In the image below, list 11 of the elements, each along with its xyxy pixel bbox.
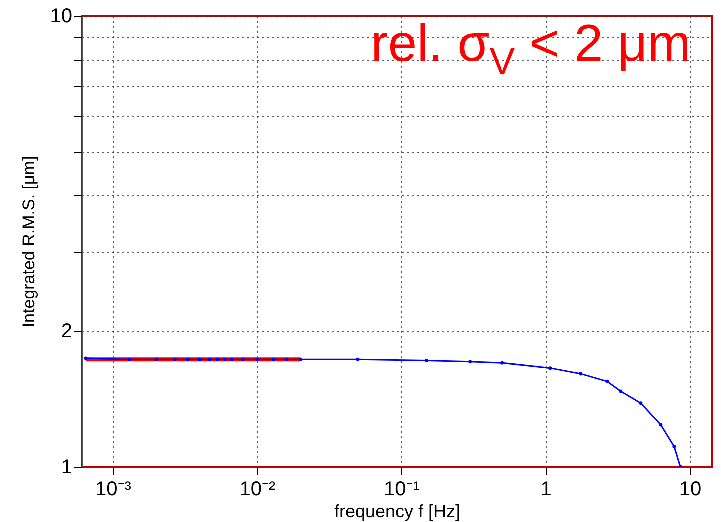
x-tick-label: 10⁻²: [240, 478, 276, 500]
x-tick-label: 1: [540, 478, 552, 500]
x-tick-label: 10⁻³: [96, 478, 132, 500]
y-tick-label: 1: [61, 456, 72, 478]
y-axis-title: Integrated R.M.S. [μm]: [19, 156, 38, 328]
y-tick-label: 10: [50, 6, 72, 28]
x-axis-title: frequency f [Hz]: [334, 502, 461, 522]
x-tick-label: 10: [679, 478, 702, 500]
annotation: rel. σ$_{V}$ < 2 μm: [370, 15, 691, 84]
y-tick-label: 2: [61, 320, 72, 343]
x-tick-label: 10⁻¹: [384, 478, 420, 500]
